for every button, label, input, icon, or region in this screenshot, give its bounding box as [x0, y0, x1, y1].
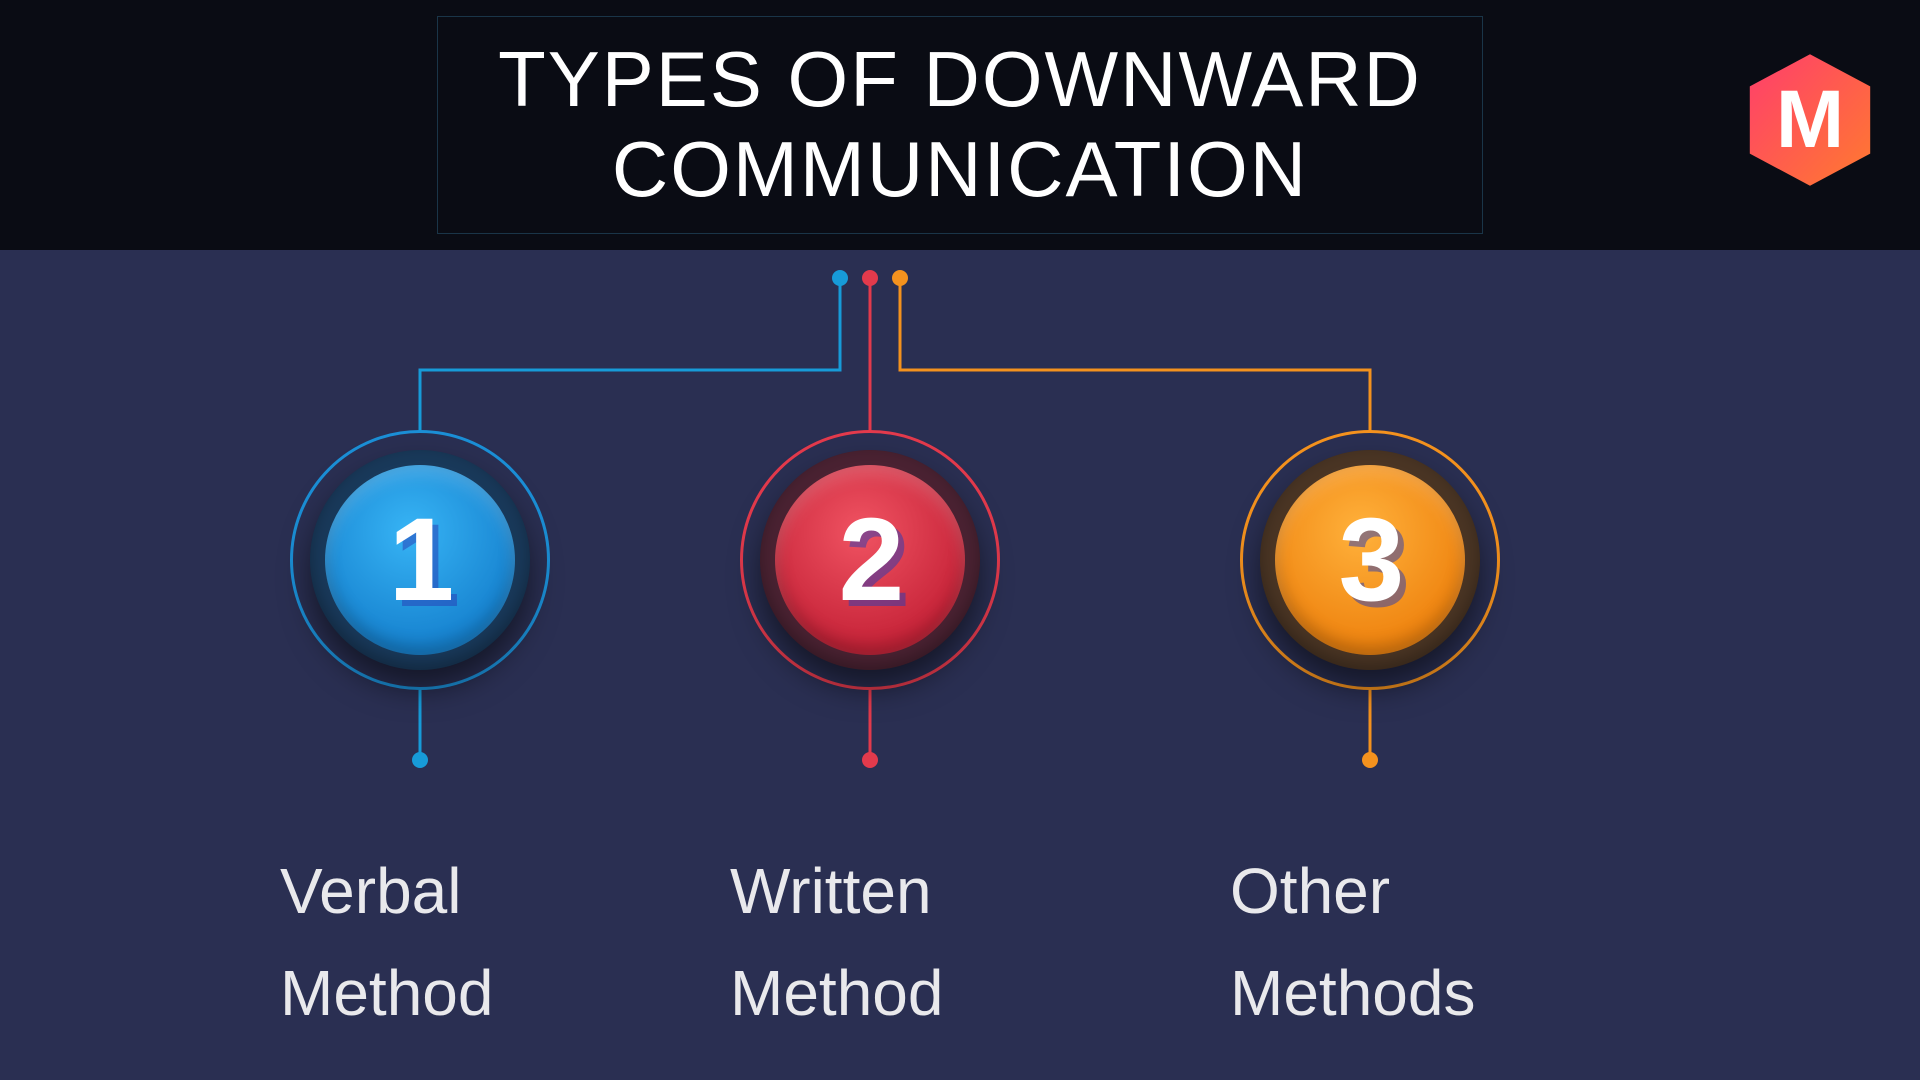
title-box: TYPES OF DOWNWARD COMMUNICATION [437, 16, 1483, 233]
node-number: 1 [389, 492, 452, 628]
node-label-1: Verbal Method [280, 840, 493, 1045]
node-number: 2 [839, 492, 902, 628]
method-node-3: 3 [1240, 430, 1500, 690]
method-node-2: 2 [740, 430, 1000, 690]
title-line-1: TYPES OF DOWNWARD [498, 35, 1422, 125]
node-disc: 3 [1275, 465, 1465, 655]
node-disc: 1 [325, 465, 515, 655]
diagram-body: 1 Verbal Method 2 Written Method 3 Other Meth… [0, 250, 1920, 1080]
node-label-3: Other Methods [1230, 840, 1475, 1045]
node-disc: 2 [775, 465, 965, 655]
node-number: 3 [1339, 492, 1402, 628]
header: TYPES OF DOWNWARD COMMUNICATION M [0, 0, 1920, 250]
title-line-2: COMMUNICATION [498, 125, 1422, 215]
method-node-1: 1 [290, 430, 550, 690]
node-label-2: Written Method [730, 840, 943, 1045]
brand-logo: M [1740, 50, 1880, 190]
logo-letter: M [1776, 73, 1844, 167]
